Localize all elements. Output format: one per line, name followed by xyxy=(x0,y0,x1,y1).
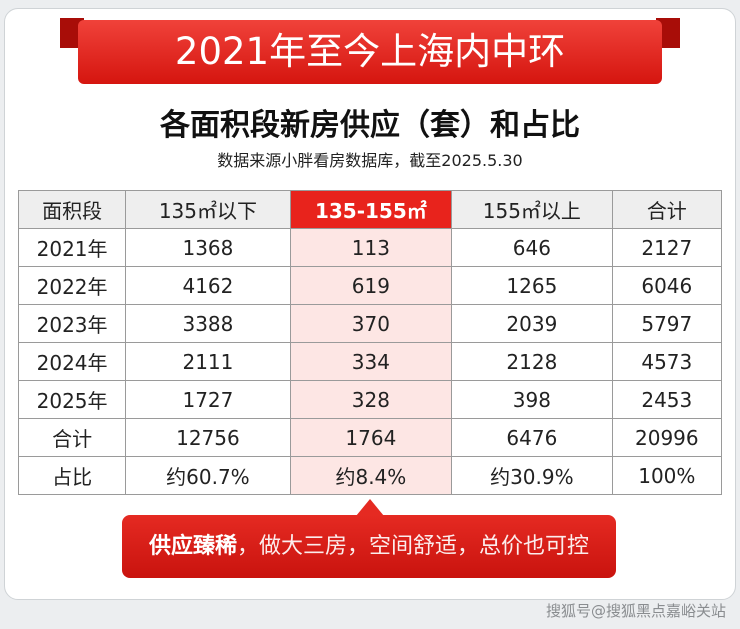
callout: 供应臻稀，做大三房，空间舒适，总价也可控 xyxy=(122,515,616,578)
table-cell: 约30.9% xyxy=(451,456,613,495)
table-row: 占比 约60.7% 约8.4% 约30.9% 100% xyxy=(17,456,723,495)
table-cell: 1265 xyxy=(451,266,613,305)
table-cell: 6476 xyxy=(451,418,613,457)
table-row: 合计 12756 1764 6476 20996 xyxy=(17,418,723,457)
header-row: 面积段 135㎡以下 135-155㎡ 155㎡以上 合计 xyxy=(17,190,723,229)
table-cell: 2023年 xyxy=(17,304,127,343)
table-row: 2025年 1727 328 398 2453 xyxy=(17,380,723,419)
header-cell: 135-155㎡ xyxy=(289,190,453,229)
table-cell: 1727 xyxy=(125,380,291,419)
header-cell: 合计 xyxy=(611,190,723,229)
table-cell: 4162 xyxy=(125,266,291,305)
table-cell: 2453 xyxy=(611,380,723,419)
table-cell: 5797 xyxy=(611,304,723,343)
table-cell: 2111 xyxy=(125,342,291,381)
table-cell: 合计 xyxy=(17,418,127,457)
table-cell: 1368 xyxy=(125,228,291,267)
title: 各面积段新房供应（套）和占比 xyxy=(160,108,580,143)
table-cell: 100% xyxy=(611,456,723,495)
table-cell: 20996 xyxy=(611,418,723,457)
supply-table: 面积段 135㎡以下 135-155㎡ 155㎡以上 合计 2021年 1368 113 646… xyxy=(17,190,723,495)
table-row: 2024年 2111 334 2128 4573 xyxy=(17,342,723,381)
table-cell: 约60.7% xyxy=(125,456,291,495)
table-cell: 398 xyxy=(451,380,613,419)
table-row: 2021年 1368 113 646 2127 xyxy=(17,228,723,267)
table-row: 2022年 4162 619 1265 6046 xyxy=(17,266,723,305)
table-cell: 6046 xyxy=(611,266,723,305)
table-cell: 619 xyxy=(289,266,453,305)
table-cell: 12756 xyxy=(125,418,291,457)
table-cell: 370 xyxy=(289,304,453,343)
table-cell: 2022年 xyxy=(17,266,127,305)
table-cell: 328 xyxy=(289,380,453,419)
header-cell: 155㎡以上 xyxy=(451,190,613,229)
header-cell: 135㎡以下 xyxy=(125,190,291,229)
table-cell: 4573 xyxy=(611,342,723,381)
table-cell: 3388 xyxy=(125,304,291,343)
header-cell: 面积段 xyxy=(17,190,127,229)
callout-highlight: 供应臻稀 xyxy=(148,534,237,559)
source: 数据来源小胖看房数据库，截至2025.5.30 xyxy=(217,151,523,170)
callout-text: ，做大三房，空间舒适，总价也可控 xyxy=(237,534,590,559)
table-cell: 2127 xyxy=(611,228,723,267)
table-cell: 113 xyxy=(289,228,453,267)
banner: 2021年至今上海内中环 xyxy=(78,20,662,84)
table-cell: 占比 xyxy=(17,456,127,495)
table-cell: 2025年 xyxy=(17,380,127,419)
table-cell: 2021年 xyxy=(17,228,127,267)
watermark: 搜狐号@搜狐黑点嘉峪关站 xyxy=(545,602,726,620)
table-cell: 2024年 xyxy=(17,342,127,381)
table-cell: 1764 xyxy=(289,418,453,457)
table-row: 2023年 3388 370 2039 5797 xyxy=(17,304,723,343)
table-cell: 约8.4% xyxy=(289,456,453,495)
table-cell: 2039 xyxy=(451,304,613,343)
table-cell: 2128 xyxy=(451,342,613,381)
table-cell: 646 xyxy=(451,228,613,267)
callout-arrow xyxy=(356,499,384,516)
table-cell: 334 xyxy=(289,342,453,381)
